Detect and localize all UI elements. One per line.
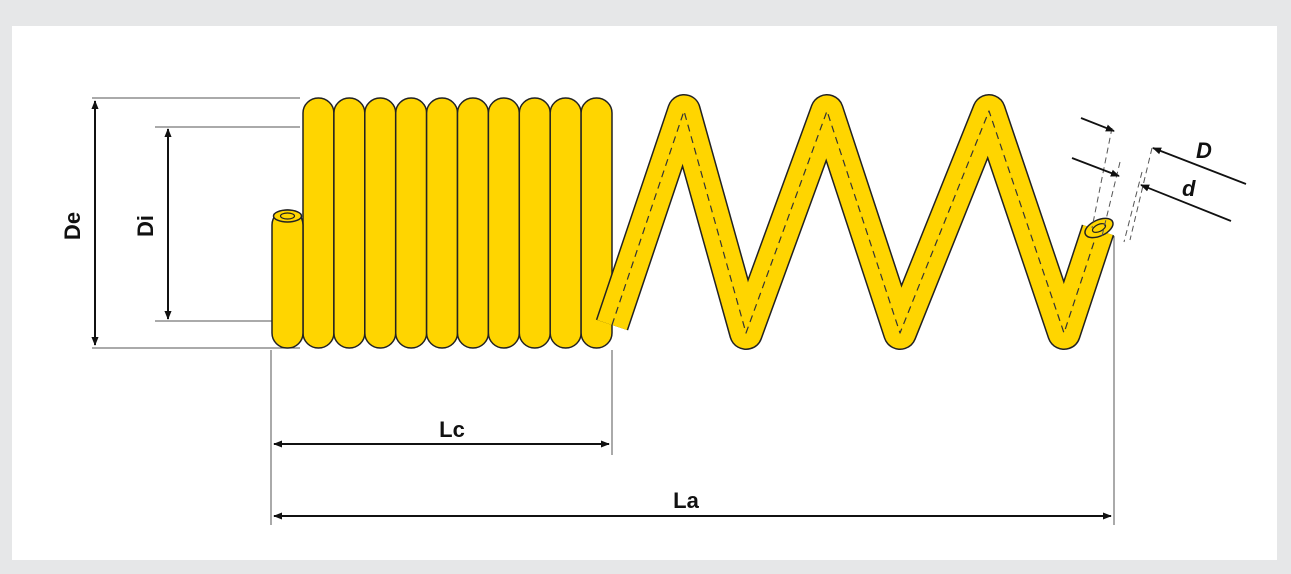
- de-dimension: De: [60, 100, 99, 346]
- de-label: De: [60, 212, 85, 240]
- open-coils: [595, 94, 1115, 350]
- wire-end-left: [271, 209, 304, 349]
- coil-turn: [394, 97, 428, 349]
- wire-diameter-label: d: [1182, 176, 1196, 201]
- wire-dimensions: D d: [1071, 117, 1247, 243]
- coil-turn: [333, 97, 366, 349]
- di-label: Di: [133, 215, 158, 237]
- coil-turn: [456, 97, 490, 349]
- coil-turn: [487, 97, 521, 349]
- di-dimension: Di: [133, 128, 172, 320]
- lc-dimension: Lc: [273, 417, 610, 448]
- coil-turn: [580, 97, 613, 349]
- coil-turn: [364, 97, 397, 349]
- la-dimension: La: [273, 488, 1112, 520]
- coil-turn: [302, 97, 335, 349]
- la-label: La: [673, 488, 699, 513]
- coil-turn: [425, 97, 459, 349]
- extension-lines: [92, 97, 1115, 525]
- lc-label: Lc: [439, 417, 465, 442]
- closed-coils: [302, 97, 613, 349]
- coil-turn: [518, 97, 551, 349]
- coil-turn: [549, 97, 582, 349]
- wire-end-right: [1084, 217, 1114, 239]
- coil-diameter-label: D: [1196, 138, 1212, 163]
